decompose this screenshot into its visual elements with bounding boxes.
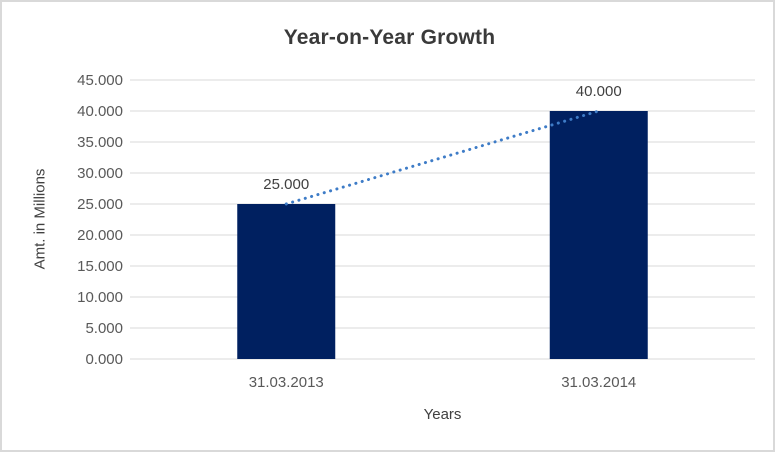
chart-title: Year-on-Year Growth <box>283 26 496 49</box>
y-tick-label: 10.000 <box>77 288 123 306</box>
y-tick-label: 15.000 <box>77 257 123 275</box>
y-tick-label: 35.000 <box>77 133 123 151</box>
data-label: 40.000 <box>575 83 622 100</box>
y-tick-label: 0.000 <box>85 350 123 368</box>
x-tick-label: 31.03.2013 <box>248 374 324 391</box>
y-tick-label: 45.000 <box>77 71 123 89</box>
gridlines <box>130 79 755 360</box>
x-tick-label: 31.03.2014 <box>561 374 637 391</box>
bar-31.03.2013 <box>237 204 336 359</box>
y-axis-title: Amt. in Millions <box>31 168 49 270</box>
y-tick-label: 25.000 <box>77 195 123 213</box>
y-tick-label: 20.000 <box>77 226 123 244</box>
trendline <box>284 109 601 206</box>
bar-series <box>237 111 648 359</box>
data-label: 25.000 <box>263 176 310 193</box>
y-tick-label: 5.000 <box>85 319 123 337</box>
x-axis-title: Years <box>423 406 462 423</box>
bar-31.03.2014 <box>549 111 648 359</box>
trendline-dotted <box>284 109 601 206</box>
y-tick-label: 40.000 <box>77 102 123 120</box>
y-tick-label: 30.000 <box>77 164 123 182</box>
